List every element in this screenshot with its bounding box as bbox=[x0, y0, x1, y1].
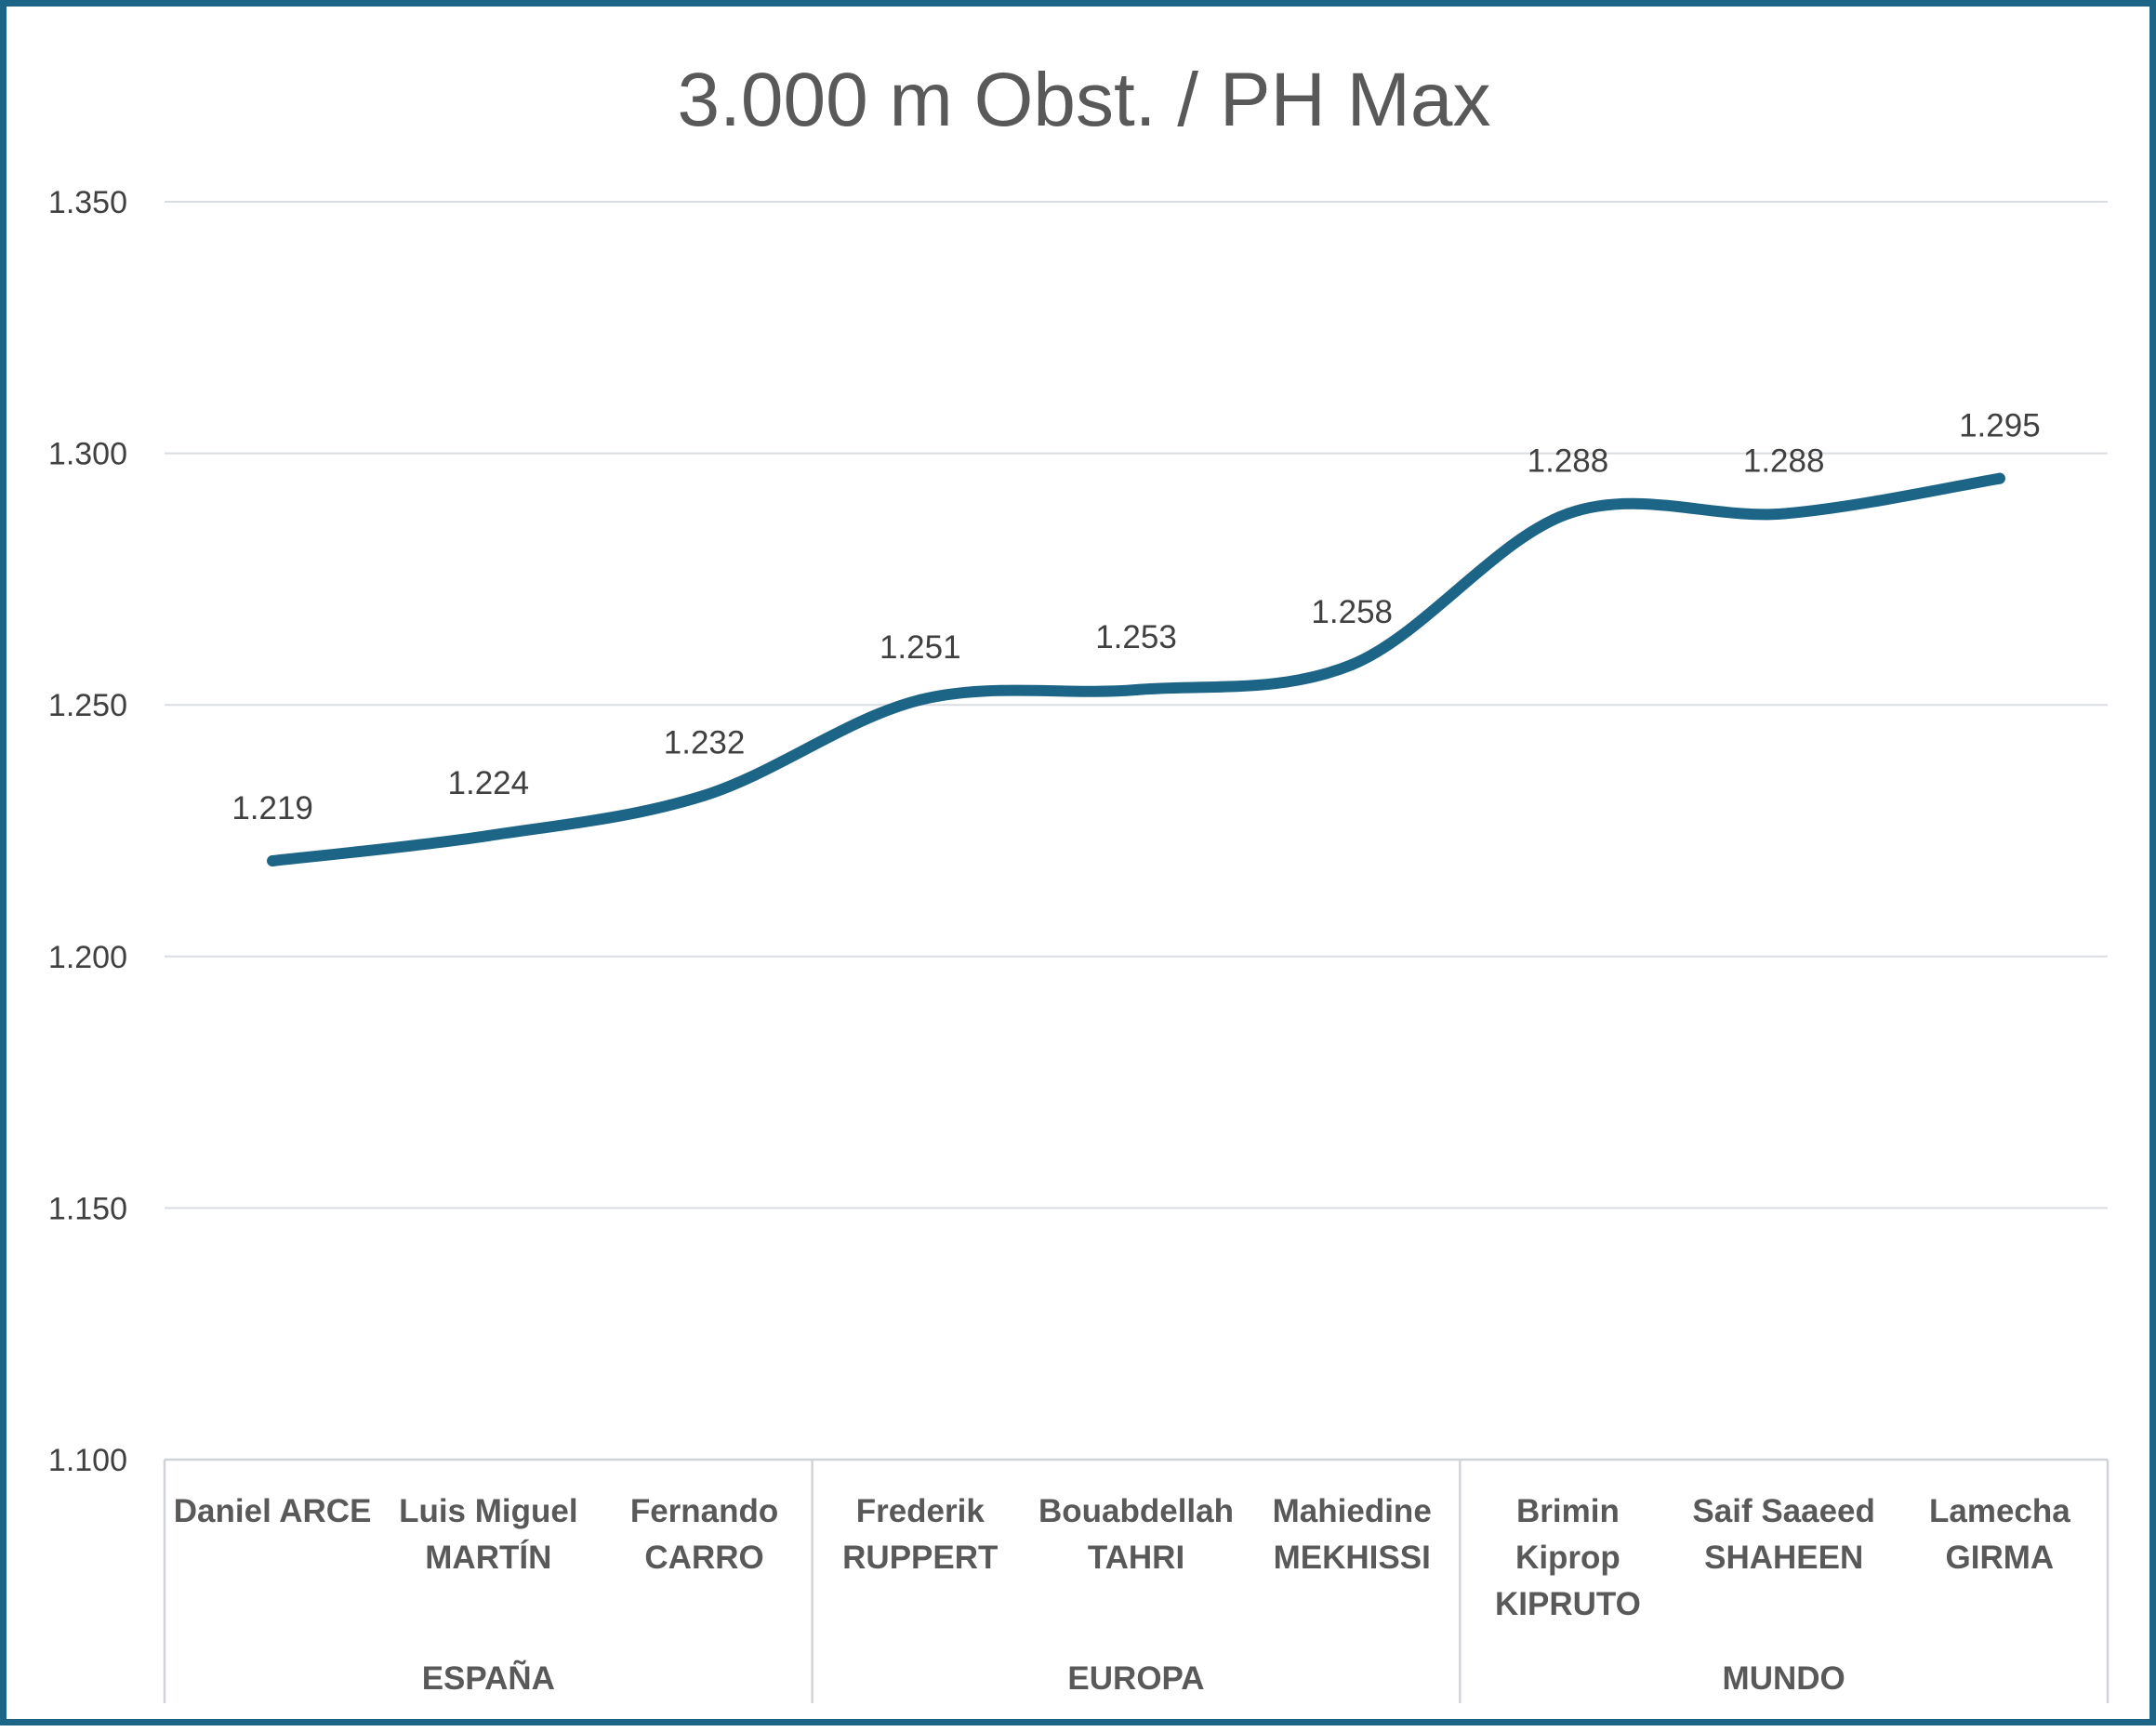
x-category-label: Luis Miguel MARTÍN bbox=[399, 1493, 578, 1576]
data-point bbox=[1346, 658, 1358, 670]
y-tick-label: 1.100 bbox=[48, 1443, 127, 1478]
x-group-label: EUROPA bbox=[1067, 1660, 1204, 1697]
x-category-label: Saif Saaeed SHAHEEN bbox=[1692, 1493, 1875, 1576]
data-label: 1.232 bbox=[664, 725, 746, 761]
x-category-label: Fernando CARRO bbox=[630, 1493, 778, 1576]
y-tick-label: 1.300 bbox=[48, 437, 127, 472]
data-point bbox=[1778, 508, 1790, 520]
x-category-label: Bouabdellah TAHRI bbox=[1038, 1493, 1234, 1576]
x-axis: Daniel ARCE Luis Miguel MARTÍN Fernando CARR… bbox=[163, 1458, 2110, 1703]
x-category-label: Daniel ARCE bbox=[174, 1493, 372, 1529]
series bbox=[267, 472, 2005, 866]
data-label: 1.224 bbox=[448, 765, 530, 801]
y-axis: 1.100 1.150 1.200 1.250 1.300 1.350 bbox=[48, 185, 127, 1478]
data-label: 1.288 bbox=[1743, 443, 1825, 480]
data-point bbox=[914, 694, 926, 706]
data-label: 1.258 bbox=[1311, 594, 1393, 630]
x-category-label: Mahiedine MEKHISSI bbox=[1273, 1493, 1432, 1576]
data-labels: 1.219 1.224 1.232 1.251 1.253 1.258 1.288 1.288… bbox=[231, 408, 2040, 826]
data-point bbox=[1993, 472, 2005, 484]
y-tick-label: 1.350 bbox=[48, 185, 127, 220]
y-tick-label: 1.150 bbox=[48, 1191, 127, 1226]
line-chart: 3.000 m Obst. / PH Max 1.1001.1501.2001.… bbox=[48, 58, 2110, 1703]
series-line bbox=[267, 472, 2005, 866]
x-group-label: ESPAÑA bbox=[422, 1660, 555, 1697]
data-label: 1.295 bbox=[1959, 408, 2041, 444]
data-point bbox=[1131, 683, 1142, 695]
data-point bbox=[698, 789, 710, 801]
data-point bbox=[1562, 508, 1574, 520]
data-label: 1.288 bbox=[1528, 443, 1609, 480]
data-label: 1.251 bbox=[880, 629, 961, 666]
x-category-label: Brimin Kiprop KIPRUTO bbox=[1495, 1493, 1641, 1622]
y-tick-label: 1.250 bbox=[48, 688, 127, 723]
x-category-label: Lamecha GIRMA bbox=[1929, 1493, 2070, 1576]
y-tick-label: 1.200 bbox=[48, 940, 127, 975]
x-category-label: Frederik RUPPERT bbox=[842, 1493, 998, 1576]
data-label: 1.253 bbox=[1095, 619, 1177, 655]
x-group-label: MUNDO bbox=[1723, 1660, 1845, 1697]
chart-title: 3.000 m Obst. / PH Max bbox=[678, 58, 1491, 142]
data-point bbox=[483, 829, 495, 841]
data-point bbox=[267, 854, 279, 866]
gridlines bbox=[165, 201, 2108, 1210]
data-label: 1.219 bbox=[231, 790, 313, 826]
